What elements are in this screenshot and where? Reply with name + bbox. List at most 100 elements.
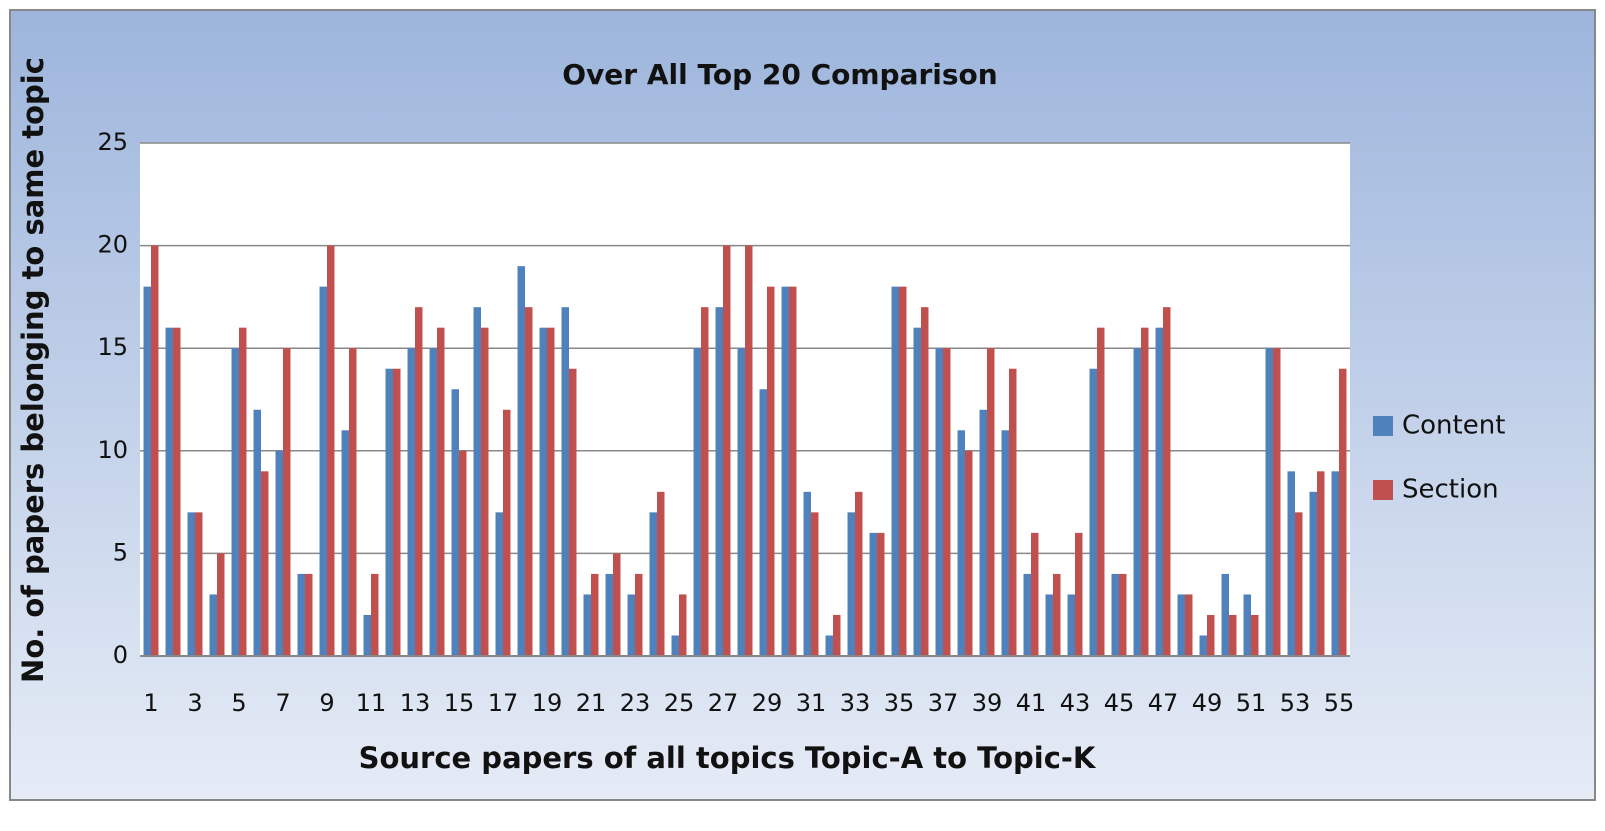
bar: [275, 450, 283, 656]
bar: [583, 594, 591, 656]
x-tick-label: 5: [231, 689, 246, 717]
x-tick-label: 1: [143, 689, 158, 717]
bar: [913, 327, 921, 656]
bar: [855, 491, 863, 656]
bar: [1265, 348, 1273, 656]
bar: [195, 512, 203, 656]
bar: [987, 348, 995, 656]
bar: [899, 286, 907, 656]
bar: [407, 348, 415, 656]
x-axis-label: Source papers of all topics Topic-A to T…: [359, 741, 1097, 775]
bar: [151, 245, 159, 656]
bar: [473, 307, 481, 656]
bar: [847, 512, 855, 656]
legend-swatch: [1373, 416, 1393, 436]
bar: [1001, 430, 1009, 656]
x-tick-label: 29: [752, 689, 783, 717]
bar: [1141, 327, 1149, 656]
bar: [1067, 594, 1075, 656]
bar: [363, 614, 371, 656]
bar: [965, 450, 973, 656]
bar: [341, 430, 349, 656]
bar: [231, 348, 239, 656]
bar: [173, 327, 181, 656]
bar: [305, 573, 313, 656]
y-tick-label: 25: [97, 128, 128, 156]
x-tick-label: 11: [356, 689, 387, 717]
bar: [1199, 635, 1207, 656]
bar: [1185, 594, 1193, 656]
bar: [723, 245, 731, 656]
bar: [1089, 368, 1097, 656]
x-tick-label: 31: [796, 689, 827, 717]
bar: [393, 368, 401, 656]
y-tick-label: 15: [97, 333, 128, 361]
bar: [1243, 594, 1251, 656]
bar: [1163, 307, 1171, 656]
x-tick-label: 47: [1148, 689, 1179, 717]
legend-swatch: [1373, 480, 1393, 500]
bar: [1251, 614, 1259, 656]
x-tick-label: 27: [708, 689, 739, 717]
x-tick-label: 19: [532, 689, 563, 717]
x-tick-label: 51: [1236, 689, 1267, 717]
bar: [429, 348, 437, 656]
bar: [1331, 471, 1339, 656]
x-tick-label: 9: [319, 689, 334, 717]
bar: [1287, 471, 1295, 656]
x-tick-label: 53: [1280, 689, 1311, 717]
bar: [789, 286, 797, 656]
bar: [283, 348, 291, 656]
bar: [187, 512, 195, 656]
bar: [385, 368, 393, 656]
x-tick-label: 13: [400, 689, 431, 717]
bar: [561, 307, 569, 656]
x-tick-label: 7: [275, 689, 290, 717]
x-tick-label: 39: [972, 689, 1003, 717]
bar: [495, 512, 503, 656]
x-tick-label: 15: [444, 689, 475, 717]
bar: [679, 594, 687, 656]
bar: [979, 409, 987, 656]
bar: [781, 286, 789, 656]
bar: [935, 348, 943, 656]
bar: [1053, 573, 1061, 656]
bar: [825, 635, 833, 656]
bar: [671, 635, 679, 656]
bar: [209, 594, 217, 656]
x-tick-label: 21: [576, 689, 607, 717]
x-tick-label: 3: [187, 689, 202, 717]
x-tick-label: 35: [884, 689, 915, 717]
bar: [503, 409, 511, 656]
bar: [459, 450, 467, 656]
y-axis-label: No. of papers belonging to same topic: [16, 57, 50, 683]
bar: [253, 409, 261, 656]
x-tick-label: 17: [488, 689, 519, 717]
bar: [745, 245, 753, 656]
bar: [239, 327, 247, 656]
bar: [1075, 532, 1083, 656]
bar: [957, 430, 965, 656]
bar: [1009, 368, 1017, 656]
bar: [737, 348, 745, 656]
bar: [1295, 512, 1303, 656]
bar: [605, 573, 613, 656]
bar: [833, 614, 841, 656]
bar: [877, 532, 885, 656]
y-tick-label: 10: [97, 436, 128, 464]
bar: [943, 348, 951, 656]
bar: [261, 471, 269, 656]
bar: [1023, 573, 1031, 656]
bar: [327, 245, 335, 656]
bar: [451, 389, 459, 656]
bar: [627, 594, 635, 656]
x-tick-label: 43: [1060, 689, 1091, 717]
bar: [1111, 573, 1119, 656]
bar: [1339, 368, 1347, 656]
bar: [1045, 594, 1053, 656]
bar: [319, 286, 327, 656]
bar: [635, 573, 643, 656]
y-tick-label: 5: [113, 538, 128, 566]
bar: [1155, 327, 1163, 656]
y-tick-label: 0: [113, 641, 128, 669]
